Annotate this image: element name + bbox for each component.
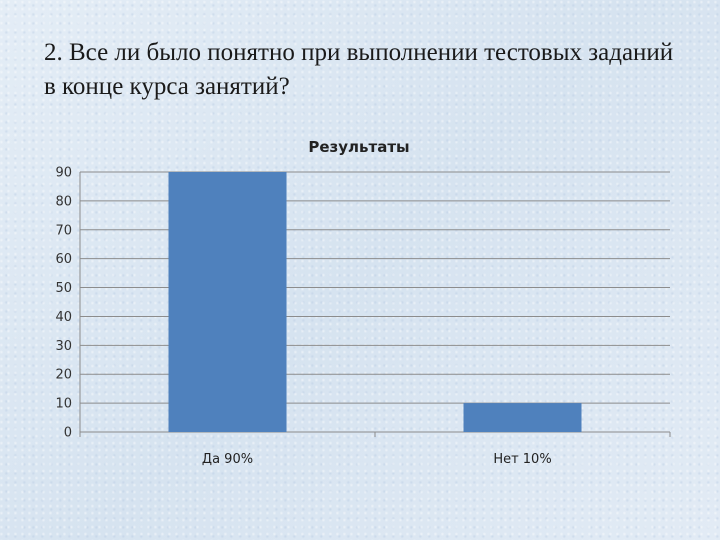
y-tick-label: 60 [55,252,72,267]
y-tick-label: 10 [55,397,72,412]
y-tick-label: 40 [55,310,72,325]
x-category-label: Нет 10% [493,452,551,467]
y-tick-label: 70 [55,223,72,238]
x-category-label: Да 90% [202,452,253,467]
slide-title: 2. Все ли было понятно при выполнении те… [44,39,674,100]
y-tick-label: 20 [55,368,72,383]
y-axis-tick-labels: 0 10 20 30 40 50 60 70 80 90 [55,166,72,441]
x-axis-category-labels: Да 90% Нет 10% [202,452,552,467]
y-tick-label: 30 [55,339,72,354]
bar [168,172,287,432]
y-tick-label: 80 [55,194,72,209]
y-tick-label: 50 [55,281,72,296]
bar [463,403,582,432]
y-tick-label: 90 [55,166,72,181]
y-tick-label: 0 [64,426,72,441]
chart-bars [168,172,582,432]
chart-title: Результаты [308,138,409,156]
